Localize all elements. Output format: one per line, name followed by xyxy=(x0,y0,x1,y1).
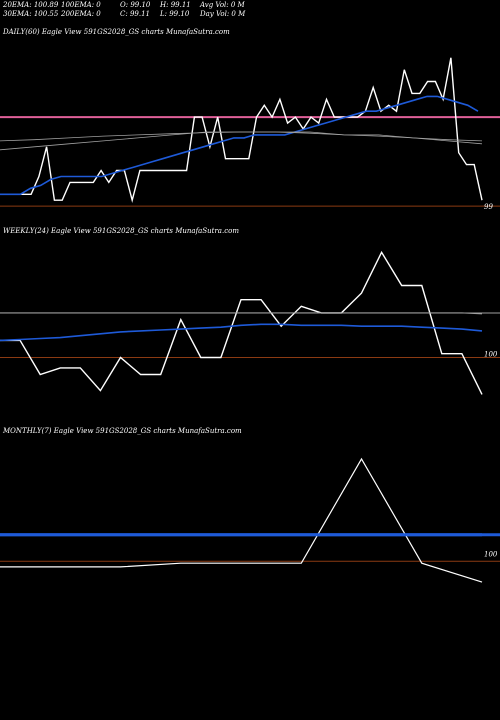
header-day-vol: Day Vol: 0 M xyxy=(200,10,246,18)
header-high: H: 99.11 xyxy=(160,1,191,9)
y-tick-label: 100 xyxy=(484,551,498,559)
ema-series-line xyxy=(0,323,483,342)
daily-panel-label: DAILY(60) Eagle View 591GS2028_GS charts… xyxy=(3,28,230,36)
ema-series-line xyxy=(0,131,483,151)
ema-series-line xyxy=(0,95,479,196)
monthly-panel-label: MONTHLY(7) Eagle View 591GS2028_GS chart… xyxy=(3,427,242,435)
price-series-line xyxy=(0,57,483,203)
y-tick-label: 100 xyxy=(484,351,498,359)
header-ema30: 30EMA: 100.55 xyxy=(3,10,59,18)
header-ema20: 20EMA: 100.89 xyxy=(3,1,59,9)
header-low: L: 99.10 xyxy=(160,10,190,18)
chart-panel-2: 100 xyxy=(0,457,500,583)
price-series-line xyxy=(0,250,483,395)
ema-series-line xyxy=(0,131,483,142)
header-ema200: 200EMA: 0 xyxy=(61,10,101,18)
header-close: C: 99.11 xyxy=(120,10,150,18)
chart-panel-1: 100 xyxy=(0,250,500,395)
header-ema100: 100EMA: 0 xyxy=(61,1,101,9)
header-avg-vol: Avg Vol: 0 M xyxy=(200,1,245,9)
ema-series-line xyxy=(0,312,483,315)
weekly-panel-label: WEEKLY(24) Eagle View 591GS2028_GS chart… xyxy=(3,227,239,235)
chart-panel-0: 99 xyxy=(0,57,500,211)
header-open: O: 99.10 xyxy=(120,1,151,9)
price-series-line xyxy=(0,457,483,583)
y-tick-label: 99 xyxy=(484,203,493,211)
